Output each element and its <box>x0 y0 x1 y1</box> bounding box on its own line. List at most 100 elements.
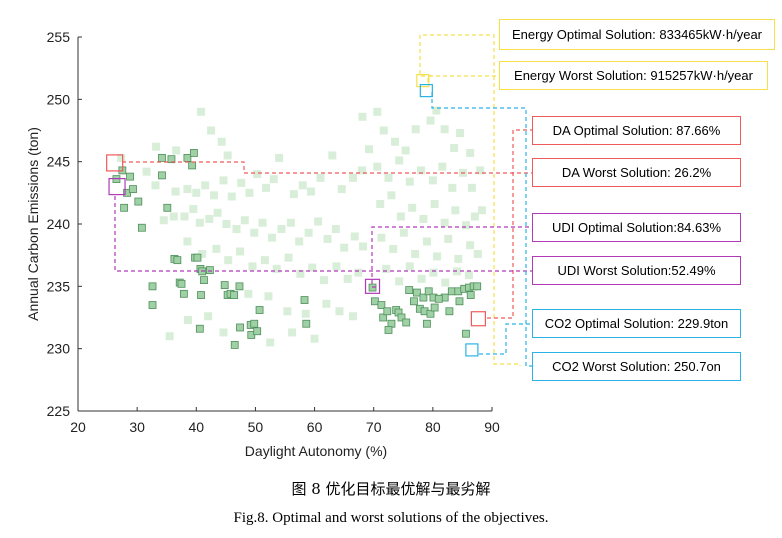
light-point <box>204 312 213 321</box>
pareto-point <box>190 149 198 157</box>
light-point <box>373 107 382 116</box>
connector-line <box>479 323 532 355</box>
light-point <box>201 181 210 190</box>
pareto-point <box>173 256 182 265</box>
pareto-point <box>126 172 134 181</box>
x-tick-label: 50 <box>248 419 264 435</box>
light-point <box>453 267 462 276</box>
light-point <box>207 126 216 135</box>
light-point <box>408 203 417 212</box>
pareto-point <box>250 319 259 328</box>
x-tick-label: 60 <box>307 419 323 435</box>
light-point <box>430 200 439 209</box>
pareto-point <box>466 291 475 299</box>
light-point <box>262 183 271 192</box>
pareto-point <box>235 282 244 291</box>
annotation-label: CO2 Worst Solution: 250.7on <box>532 352 741 381</box>
solution-marker <box>106 154 124 172</box>
pareto-point <box>430 303 439 312</box>
light-point <box>295 237 304 246</box>
light-point <box>248 262 257 271</box>
pareto-point <box>300 296 309 304</box>
light-point <box>419 215 428 224</box>
annotation-label: UDI Optimal Solution:84.63% <box>532 213 741 242</box>
y-axis-label: Annual Carbon Emissions (ton) <box>25 127 41 321</box>
annotation-label: CO2 Optimal Solution: 229.9ton <box>532 309 741 338</box>
light-point <box>213 208 222 217</box>
pareto-point <box>255 306 264 314</box>
light-point <box>417 274 426 283</box>
light-point <box>337 185 346 194</box>
light-point <box>384 173 393 182</box>
light-point <box>245 188 254 197</box>
x-axis-label: Daylight Autonomy (%) <box>245 443 387 459</box>
light-point <box>219 176 228 185</box>
light-point <box>461 221 470 230</box>
light-point <box>286 218 295 227</box>
x-tick-label: 30 <box>129 419 145 435</box>
pareto-point <box>402 318 411 327</box>
light-point <box>159 216 168 225</box>
pareto-point <box>423 319 431 328</box>
connector-line <box>371 226 532 288</box>
x-tick-label: 80 <box>425 419 441 435</box>
light-point <box>272 264 281 273</box>
pareto-point <box>419 293 428 302</box>
light-point <box>358 112 367 121</box>
light-point <box>142 167 151 176</box>
pareto-point <box>455 297 464 306</box>
pareto-point <box>188 161 197 170</box>
light-point <box>266 338 275 347</box>
light-point <box>117 153 126 162</box>
light-point <box>198 249 207 258</box>
light-point <box>364 145 373 154</box>
light-point <box>301 309 310 318</box>
pareto-point <box>397 313 406 322</box>
light-point <box>473 249 482 258</box>
connector-line <box>427 75 499 82</box>
light-point <box>379 126 388 135</box>
pareto-point <box>412 288 421 297</box>
pareto-point <box>302 319 311 328</box>
light-point <box>183 237 192 246</box>
light-point <box>429 268 438 277</box>
light-point <box>275 153 284 162</box>
pareto-point <box>163 203 172 212</box>
light-point <box>304 228 313 237</box>
pareto-point <box>462 329 470 338</box>
solution-marker <box>470 311 486 327</box>
light-point <box>399 228 408 237</box>
light-point <box>454 254 463 263</box>
light-point <box>331 224 340 233</box>
pareto-point <box>120 203 129 212</box>
connector-line <box>487 129 532 319</box>
annotation-label: Energy Worst Solution: 915257kW·h/year <box>499 61 768 90</box>
points-layer <box>112 106 486 349</box>
light-point <box>192 188 201 197</box>
light-point <box>373 162 382 171</box>
light-point <box>376 200 385 209</box>
light-point <box>320 276 329 285</box>
y-tick-label: 230 <box>47 341 71 357</box>
pareto-point <box>158 171 166 180</box>
light-point <box>183 185 192 194</box>
light-point <box>477 206 486 215</box>
light-point <box>169 212 178 221</box>
light-point <box>387 191 396 200</box>
scatter-chart: 20 30 40 50 60 70 80 90 225 230 235 240 245 250 255 Da… <box>25 29 532 459</box>
y-tick-label: 235 <box>47 278 71 294</box>
light-point <box>428 176 437 185</box>
light-point <box>466 148 475 157</box>
light-point <box>236 247 245 256</box>
light-point <box>350 232 359 241</box>
light-point <box>426 116 435 125</box>
y-tick-label: 240 <box>47 216 71 232</box>
pareto-point <box>383 307 392 316</box>
annotation-label: Energy Optimal Solution: 833465kW·h/year <box>499 19 775 50</box>
light-point <box>289 190 298 199</box>
light-point <box>396 212 405 221</box>
pareto-point <box>148 301 157 309</box>
light-point <box>307 187 316 196</box>
light-point <box>205 215 214 224</box>
pareto-point <box>200 276 208 285</box>
